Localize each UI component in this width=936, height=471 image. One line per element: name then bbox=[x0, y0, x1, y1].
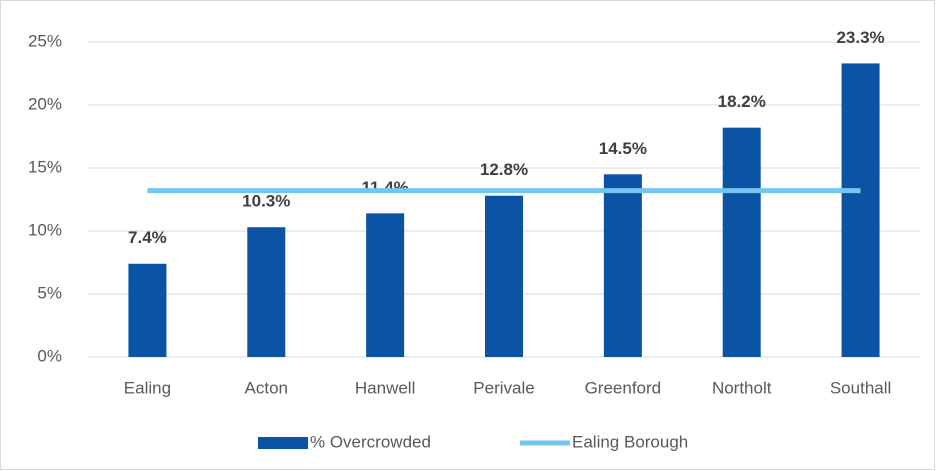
bar bbox=[485, 195, 523, 357]
y-tick-label: 15% bbox=[28, 157, 62, 176]
x-tick-label: Southall bbox=[830, 378, 891, 397]
y-tick-label: 25% bbox=[28, 31, 62, 50]
y-tick-label: 10% bbox=[28, 220, 62, 239]
legend-label: Ealing Borough bbox=[572, 432, 688, 451]
data-label: 10.3% bbox=[242, 192, 290, 211]
bar bbox=[366, 213, 405, 357]
data-label: 18.2% bbox=[718, 92, 766, 111]
data-label: 7.4% bbox=[128, 228, 167, 247]
y-tick-label: 5% bbox=[37, 283, 62, 302]
data-label: 14.5% bbox=[599, 139, 647, 158]
bar bbox=[722, 127, 761, 358]
x-tick-label: Greenford bbox=[585, 378, 662, 397]
bar bbox=[841, 63, 880, 358]
x-tick-label: Northolt bbox=[712, 378, 772, 397]
bar bbox=[603, 174, 642, 357]
bar bbox=[128, 263, 167, 357]
data-label: 11.4% bbox=[362, 178, 409, 197]
bar bbox=[247, 227, 286, 357]
x-tick-label: Ealing bbox=[124, 378, 171, 397]
legend-swatch bbox=[258, 437, 308, 449]
data-label: 23.3% bbox=[836, 28, 884, 47]
x-tick-label: Acton bbox=[245, 378, 288, 397]
y-tick-label: 20% bbox=[28, 94, 62, 113]
data-label: 12.8% bbox=[480, 160, 528, 179]
x-tick-label: Perivale bbox=[473, 378, 534, 397]
legend-label: % Overcrowded bbox=[310, 432, 431, 451]
y-tick-label: 0% bbox=[37, 346, 62, 365]
x-tick-label: Hanwell bbox=[355, 378, 415, 397]
